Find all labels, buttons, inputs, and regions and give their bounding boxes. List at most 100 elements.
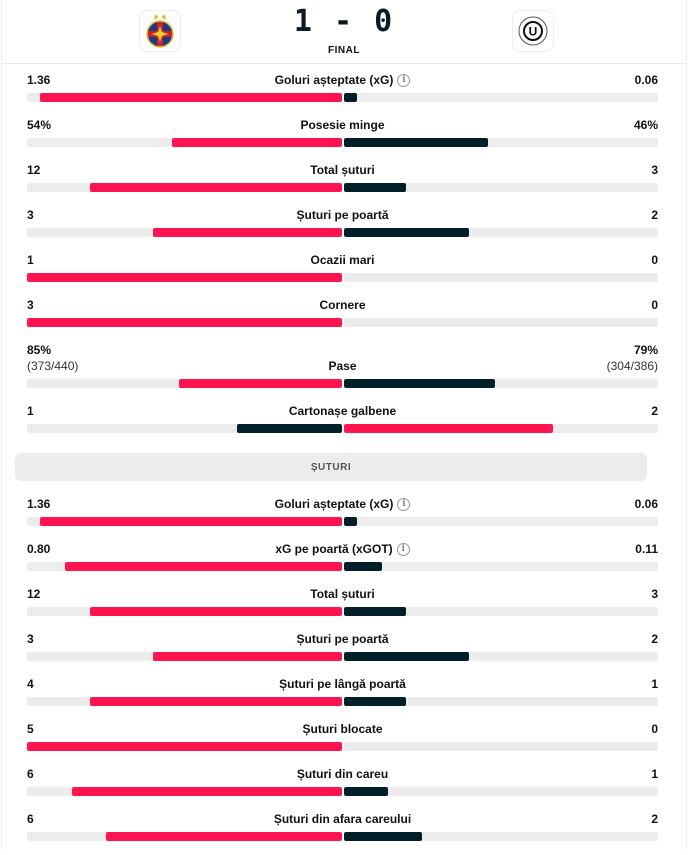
away-bar-track: [343, 517, 658, 526]
away-bar-fill: [343, 183, 407, 192]
away-value: 3: [651, 587, 658, 601]
away-bar-track: [343, 697, 658, 706]
stat-row: 0.80 xG pe poartă (xGOT) i 0.11: [27, 540, 658, 585]
home-bar-track: [27, 697, 342, 706]
home-bar-track: [27, 138, 342, 147]
stat-bar: [27, 93, 658, 102]
stat-bar: [27, 228, 658, 237]
home-bar-track: [27, 607, 342, 616]
stat-row: 1 Ocazii mari 0: [27, 251, 658, 296]
home-bar-track: [27, 517, 342, 526]
away-value: 79%: [633, 343, 658, 357]
stat-row: 1 Cartonașe galbene 2: [27, 402, 658, 447]
home-value: 54%: [27, 118, 52, 132]
home-value: 6: [27, 812, 34, 826]
away-value: 2: [651, 632, 658, 646]
home-bar-fill: [40, 517, 342, 526]
home-bar-fill: [89, 607, 342, 616]
home-value: 5: [27, 722, 34, 736]
shots-stats: 1.36 Goluri așteptate (xG) i 0.06 0.80 xG pe …: [27, 495, 658, 855]
home-bar-fill: [40, 93, 342, 102]
away-bar-fill: [343, 607, 407, 616]
home-value: 3: [27, 632, 34, 646]
home-bar-track: [27, 273, 342, 282]
stat-label: Cornere: [319, 298, 366, 312]
away-bar-fill: [343, 832, 423, 841]
away-bar-fill: [343, 228, 470, 237]
away-bar-fill: [343, 424, 554, 433]
stat-bar: [27, 273, 658, 282]
home-bar-fill: [65, 562, 342, 571]
away-bar-fill: [343, 787, 389, 796]
away-team-logo[interactable]: U: [512, 10, 554, 52]
info-icon[interactable]: i: [397, 73, 411, 87]
stat-row: 5 Șuturi blocate 0: [27, 720, 658, 765]
away-bar-track: [343, 742, 658, 751]
home-bar-fill: [171, 138, 342, 147]
away-bar-fill: [343, 517, 357, 526]
home-bar-fill: [236, 424, 342, 433]
stat-label: Șuturi din afara careului: [273, 812, 412, 826]
stat-bar: [27, 742, 658, 751]
stat-label: Cartonașe galbene: [288, 404, 397, 418]
away-bar-track: [343, 228, 658, 237]
home-bar-track: [27, 742, 342, 751]
stat-label: xG pe poartă (xGOT): [275, 542, 393, 556]
home-bar-fill: [89, 183, 342, 192]
away-bar-track: [343, 832, 658, 841]
home-value: 4: [27, 677, 34, 691]
away-bar-fill: [343, 138, 489, 147]
general-stats: 1.36 Goluri așteptate (xG) i 0.06 54% Posesie…: [27, 71, 658, 447]
stat-label: Goluri așteptate (xG): [274, 73, 394, 87]
home-bar-track: [27, 832, 342, 841]
stat-row: 3 Cornere 0: [27, 296, 658, 341]
svg-text:U: U: [529, 25, 538, 39]
stat-row: 6 Șuturi din careu 1: [27, 765, 658, 810]
stat-label: Total șuturi: [310, 163, 375, 177]
stat-row: 12 Total șuturi 3: [27, 585, 658, 630]
home-bar-fill: [89, 697, 342, 706]
stat-bar: [27, 318, 658, 327]
stat-row: 3 Șuturi pe poartă 2: [27, 206, 658, 251]
home-bar-fill: [27, 273, 342, 282]
home-bar-fill: [178, 379, 342, 388]
stat-bar: [27, 787, 658, 796]
away-value: 0: [651, 298, 658, 312]
away-value: 2: [651, 208, 658, 222]
stat-bar: [27, 607, 658, 616]
home-value: 85%: [27, 343, 52, 357]
home-value: 3: [27, 298, 34, 312]
away-bar-track: [343, 273, 658, 282]
home-value: 3: [27, 208, 34, 222]
away-bar-fill: [343, 697, 407, 706]
away-bar-fill: [343, 93, 357, 102]
away-bar-track: [343, 379, 658, 388]
stat-label: Șuturi blocate: [302, 722, 383, 736]
stat-label: Total șuturi: [310, 587, 375, 601]
stat-label: Posesie minge: [300, 118, 385, 132]
stat-bar: [27, 183, 658, 192]
away-value: 1: [651, 767, 658, 781]
away-value: 2: [651, 812, 658, 826]
away-value: 0.06: [634, 73, 658, 87]
away-bar-track: [343, 424, 658, 433]
home-team-logo[interactable]: [139, 10, 181, 52]
stat-bar: [27, 138, 658, 147]
away-bar-track: [343, 562, 658, 571]
section-header-shots[interactable]: ȘUTURI: [15, 453, 647, 481]
home-bar-fill: [27, 742, 342, 751]
home-bar-track: [27, 379, 342, 388]
away-bar-fill: [343, 379, 495, 388]
stat-row: 3 Șuturi pe poartă 2: [27, 630, 658, 675]
away-bar-fill: [343, 562, 382, 571]
home-bar-track: [27, 424, 342, 433]
info-icon[interactable]: i: [397, 497, 411, 511]
match-score: 1 - 0: [293, 4, 395, 39]
stat-bar: [27, 832, 658, 841]
home-bar-fill: [105, 832, 342, 841]
info-icon[interactable]: i: [396, 542, 410, 556]
stat-row: 1.36 Goluri așteptate (xG) i 0.06: [27, 495, 658, 540]
home-value: 12: [27, 163, 41, 177]
away-value: 2: [651, 404, 658, 418]
